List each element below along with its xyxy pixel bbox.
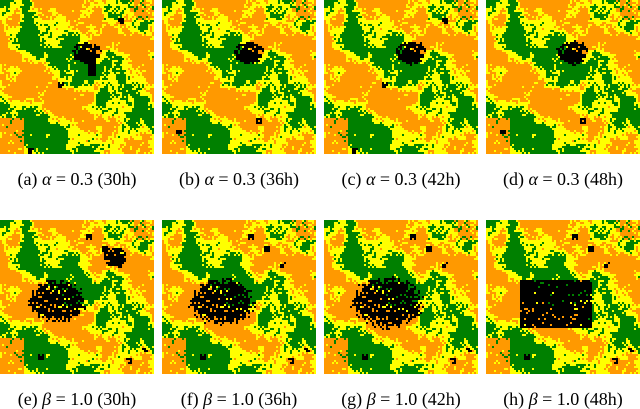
caption-value: = 1.0	[542, 389, 580, 409]
caption-value: = 1.0	[55, 389, 93, 409]
caption-time: (30h)	[97, 389, 137, 409]
caption-value: = 1.0	[380, 389, 418, 409]
panel-f: (f) β = 1.0 (36h)	[162, 220, 316, 409]
fire-map-image	[486, 220, 640, 374]
caption-value: = 1.0	[216, 389, 254, 409]
panel-caption: (e) β = 1.0 (30h)	[18, 389, 137, 409]
caption-symbol: β	[42, 389, 52, 409]
caption-tag: (h)	[503, 389, 525, 409]
panel-caption: (g) β = 1.0 (42h)	[341, 389, 461, 409]
caption-symbol: α	[365, 169, 376, 189]
caption-time: (36h)	[260, 169, 300, 189]
caption-time: (36h)	[258, 389, 298, 409]
caption-tag: (a)	[17, 169, 38, 189]
fire-map-image	[0, 220, 154, 374]
caption-symbol: α	[41, 169, 52, 189]
fire-map-image	[0, 0, 154, 154]
caption-symbol: β	[366, 389, 376, 409]
caption-value: = 0.3	[55, 169, 94, 189]
caption-symbol: β	[203, 389, 213, 409]
caption-tag: (b)	[178, 169, 200, 189]
panel-g: (g) β = 1.0 (42h)	[324, 220, 478, 409]
panel-d: (d) α = 0.3 (48h)	[486, 0, 640, 189]
panel-caption: (a) α = 0.3 (30h)	[17, 169, 136, 189]
panel-c: (c) α = 0.3 (42h)	[324, 0, 478, 189]
panel-caption: (h) β = 1.0 (48h)	[503, 389, 623, 409]
panel-caption: (d) α = 0.3 (48h)	[503, 169, 623, 189]
caption-tag: (e)	[17, 389, 38, 409]
caption-time: (42h)	[421, 389, 461, 409]
caption-value: = 0.3	[542, 169, 580, 189]
caption-time: (30h)	[97, 169, 137, 189]
caption-time: (42h)	[421, 169, 461, 189]
caption-symbol: β	[528, 389, 538, 409]
caption-tag: (c)	[341, 169, 362, 189]
caption-value: = 0.3	[379, 169, 418, 189]
caption-value: = 0.3	[218, 169, 256, 189]
caption-symbol: α	[528, 169, 538, 189]
fire-map-image	[162, 220, 316, 374]
fire-map-image	[324, 220, 478, 374]
caption-tag: (d)	[502, 169, 524, 189]
fire-map-image	[324, 0, 478, 154]
panel-caption: (b) α = 0.3 (36h)	[179, 169, 299, 189]
panel-a: (a) α = 0.3 (30h)	[0, 0, 154, 189]
panel-b: (b) α = 0.3 (36h)	[162, 0, 316, 189]
caption-tag: (f)	[180, 389, 199, 409]
caption-time: (48h)	[584, 169, 624, 189]
caption-symbol: α	[204, 169, 214, 189]
panel-caption: (c) α = 0.3 (42h)	[341, 169, 460, 189]
fire-map-image	[486, 0, 640, 154]
panel-caption: (f) β = 1.0 (36h)	[181, 389, 298, 409]
caption-time: (48h)	[583, 389, 623, 409]
panel-e: (e) β = 1.0 (30h)	[0, 220, 154, 409]
panel-h: (h) β = 1.0 (48h)	[486, 220, 640, 409]
fire-map-image	[162, 0, 316, 154]
caption-tag: (g)	[341, 389, 363, 409]
